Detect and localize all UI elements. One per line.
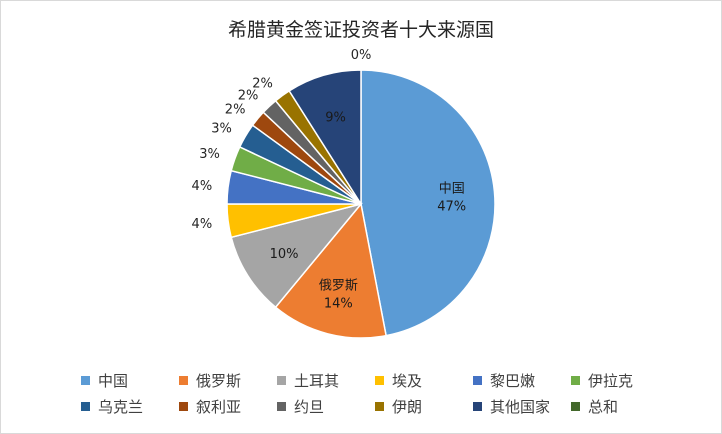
legend-swatch — [473, 375, 482, 385]
legend-item-slice-8: 叙利亚 — [179, 396, 277, 417]
data-label-category-slice-1: 中国 — [439, 181, 465, 196]
data-label-value-slice-11: 9% — [325, 110, 346, 125]
legend-swatch — [473, 401, 482, 411]
pie-slice-slice-1 — [360, 69, 496, 337]
legend-item-slice-5: 黎巴嫩 — [473, 370, 571, 391]
data-label-value-slice-10: 2% — [252, 77, 273, 92]
legend-label: 其他国家 — [490, 397, 551, 416]
legend-swatch — [277, 375, 286, 385]
legend-label: 俄罗斯 — [196, 371, 242, 390]
legend-swatch — [571, 375, 580, 385]
legend-label: 乌克兰 — [98, 397, 144, 416]
legend-swatch — [571, 401, 580, 411]
legend-item-slice-3: 土耳其 — [277, 370, 375, 391]
data-label-value-slice-12: 0% — [351, 48, 372, 63]
data-label-value-slice-9: 2% — [238, 89, 259, 104]
legend-swatch — [81, 375, 90, 385]
data-label-value-slice-1: 47% — [437, 199, 466, 214]
legend-item-slice-12: 总和 — [571, 396, 669, 417]
legend-item-slice-7: 乌克兰 — [81, 396, 179, 417]
legend-swatch — [277, 401, 286, 411]
legend-label: 叙利亚 — [196, 397, 242, 416]
legend-row: 乌克兰 叙利亚 约旦 伊朗 其他国家 总和 — [81, 393, 681, 419]
legend: 中国 俄罗斯 土耳其 埃及 黎巴嫩 伊拉克乌克兰 叙利亚 约旦 伊朗 其他国家 总和 — [81, 367, 681, 419]
data-label-value-slice-4: 4% — [192, 217, 213, 232]
data-label-value-slice-3: 10% — [270, 247, 299, 262]
legend-swatch — [375, 375, 384, 385]
legend-label: 土耳其 — [294, 371, 340, 390]
data-label-value-slice-2: 14% — [324, 296, 353, 311]
legend-item-slice-4: 埃及 — [375, 370, 473, 391]
legend-label: 约旦 — [294, 397, 325, 416]
legend-item-slice-6: 伊拉克 — [571, 370, 669, 391]
legend-item-slice-10: 伊朗 — [375, 396, 473, 417]
data-label-value-slice-7: 3% — [211, 122, 232, 137]
data-label-category-slice-2: 俄罗斯 — [319, 278, 358, 293]
legend-swatch — [81, 401, 90, 411]
legend-row: 中国 俄罗斯 土耳其 埃及 黎巴嫩 伊拉克 — [81, 367, 681, 393]
legend-item-slice-9: 约旦 — [277, 396, 375, 417]
legend-swatch — [179, 401, 188, 411]
data-label-value-slice-6: 3% — [199, 147, 220, 162]
legend-item-slice-11: 其他国家 — [473, 396, 571, 417]
legend-label: 中国 — [98, 371, 129, 390]
legend-label: 伊朗 — [392, 397, 423, 416]
legend-swatch — [179, 375, 188, 385]
legend-label: 埃及 — [392, 371, 423, 390]
legend-item-slice-1: 中国 — [81, 370, 179, 391]
legend-item-slice-2: 俄罗斯 — [179, 370, 277, 391]
legend-label: 伊拉克 — [588, 371, 634, 390]
legend-label: 总和 — [588, 397, 619, 416]
pie-slice-slice-3 — [230, 202, 364, 309]
legend-label: 黎巴嫩 — [490, 371, 536, 390]
chart-title: 希腊黄金签证投资者十大来源国 — [227, 19, 494, 41]
data-label-value-slice-5: 4% — [192, 179, 213, 194]
data-label-value-slice-8: 2% — [225, 102, 246, 117]
legend-swatch — [375, 401, 384, 411]
pie-slice-slice-11 — [288, 69, 362, 207]
pie-slice-slice-2 — [274, 202, 387, 339]
